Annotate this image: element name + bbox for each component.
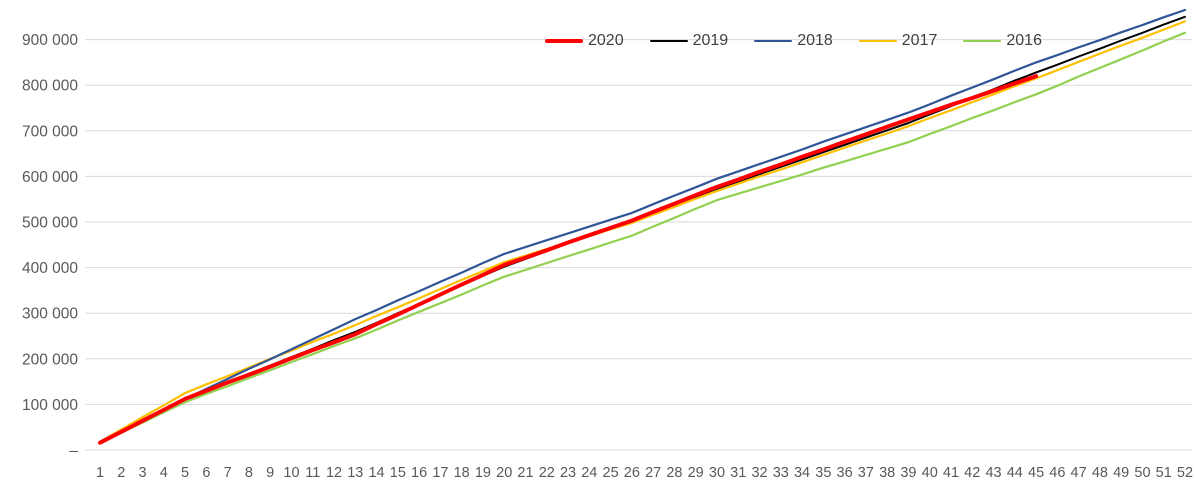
x-axis-tick-label: 19 xyxy=(475,465,491,481)
x-axis-tick-label: 40 xyxy=(922,465,938,481)
y-axis-tick-label: 800 000 xyxy=(22,78,78,95)
x-axis-tick-label: 36 xyxy=(837,465,853,481)
x-axis-tick-label: 30 xyxy=(709,465,725,481)
x-axis-tick-label: 35 xyxy=(815,465,831,481)
x-axis-tick-label: 1 xyxy=(96,465,104,481)
x-axis-tick-label: 28 xyxy=(666,465,682,481)
x-axis-tick-label: 18 xyxy=(454,465,470,481)
x-axis-tick-label: 41 xyxy=(943,465,959,481)
x-axis-tick-label: 25 xyxy=(603,465,619,481)
x-axis-tick-label: 20 xyxy=(496,465,512,481)
x-axis-tick-label: 4 xyxy=(160,465,168,481)
legend-label-2018: 2018 xyxy=(797,32,833,49)
x-axis-tick-label: 17 xyxy=(432,465,448,481)
x-axis-tick-label: 2 xyxy=(117,465,125,481)
x-axis-tick-label: 49 xyxy=(1113,465,1129,481)
y-axis-tick-label: 300 000 xyxy=(22,306,78,323)
legend-label-2019: 2019 xyxy=(692,32,729,49)
x-axis-tick-label: 27 xyxy=(645,465,661,481)
series-line-2016 xyxy=(98,31,1187,445)
legend-label-2020: 2020 xyxy=(588,32,624,49)
legend-item-2018: 2018 xyxy=(754,33,833,49)
x-axis-tick-label: 9 xyxy=(266,465,274,481)
x-axis-tick-label: 21 xyxy=(517,465,533,481)
x-axis-tick-label: 6 xyxy=(202,465,210,481)
y-axis-tick-label: – xyxy=(69,443,78,460)
legend-item-2019: 2019 xyxy=(649,32,729,49)
x-axis-tick-label: 31 xyxy=(730,465,746,481)
legend-item-2020: 2020 xyxy=(545,33,624,49)
x-axis-tick-label: 48 xyxy=(1092,465,1108,481)
x-axis-tick-label: 8 xyxy=(245,465,253,481)
series-line-2018 xyxy=(98,8,1187,444)
x-axis-tick-label: 24 xyxy=(581,465,597,481)
x-axis-tick-label: 14 xyxy=(368,465,384,481)
x-axis-tick-label: 44 xyxy=(1007,465,1023,481)
x-axis-tick-label: 47 xyxy=(1071,465,1087,481)
x-axis-tick-label: 42 xyxy=(964,465,980,481)
x-axis-tick-label: 37 xyxy=(858,465,874,481)
x-axis-tick-label: 46 xyxy=(1049,465,1065,481)
y-axis-tick-label: 200 000 xyxy=(22,351,78,368)
legend-item-2017: 2017 xyxy=(858,32,938,49)
y-axis-tick-label: 700 000 xyxy=(22,123,78,140)
y-axis-tick-label: 600 000 xyxy=(22,169,78,186)
x-axis-tick-label: 22 xyxy=(539,465,555,481)
x-axis-tick-label: 12 xyxy=(326,465,342,481)
x-axis-tick-label: 29 xyxy=(688,465,704,481)
x-axis-tick-label: 7 xyxy=(224,465,232,481)
y-axis-tick-label: 400 000 xyxy=(22,260,78,277)
legend-swatch-2017 xyxy=(858,39,897,43)
chart-legend: 2020 2019 2018 2017 2016 xyxy=(545,33,1042,49)
legend-item-2016: 2016 xyxy=(963,33,1042,49)
x-axis-tick-label: 11 xyxy=(305,465,320,481)
x-axis-tick-label: 45 xyxy=(1028,465,1044,481)
x-axis-tick-label: 39 xyxy=(900,465,916,481)
x-axis-tick-label: 50 xyxy=(1134,465,1150,481)
y-axis-tick-label: 100 000 xyxy=(22,397,78,414)
x-axis-tick-label: 32 xyxy=(751,465,767,481)
legend-swatch-2016 xyxy=(963,39,1002,43)
x-axis-tick-label: 23 xyxy=(560,465,576,481)
x-axis-tick-label: 16 xyxy=(411,465,427,481)
legend-label-2016: 2016 xyxy=(1006,32,1042,49)
x-axis-tick-label: 13 xyxy=(347,465,363,481)
legend-swatch-2019 xyxy=(649,39,688,43)
y-axis-tick-label: 900 000 xyxy=(22,32,78,49)
x-axis-tick-label: 38 xyxy=(879,465,895,481)
x-axis-tick-label: 33 xyxy=(773,465,789,481)
x-axis-tick-label: 43 xyxy=(985,465,1001,481)
legend-label-2017: 2017 xyxy=(901,32,938,49)
x-axis-tick-label: 52 xyxy=(1177,465,1193,481)
x-axis-tick-label: 5 xyxy=(181,465,189,481)
x-axis-tick-label: 51 xyxy=(1156,465,1172,481)
legend-swatch-2018 xyxy=(754,39,793,43)
legend-swatch-2020 xyxy=(545,39,583,43)
x-axis-tick-label: 3 xyxy=(139,465,147,481)
series-line-2020 xyxy=(98,74,1039,445)
x-axis-tick-label: 26 xyxy=(624,465,640,481)
y-axis-tick-label: 500 000 xyxy=(22,215,78,232)
x-axis-tick-label: 34 xyxy=(794,465,810,481)
x-axis-tick-label: 15 xyxy=(390,465,406,481)
x-axis-tick-label: 10 xyxy=(283,465,299,481)
